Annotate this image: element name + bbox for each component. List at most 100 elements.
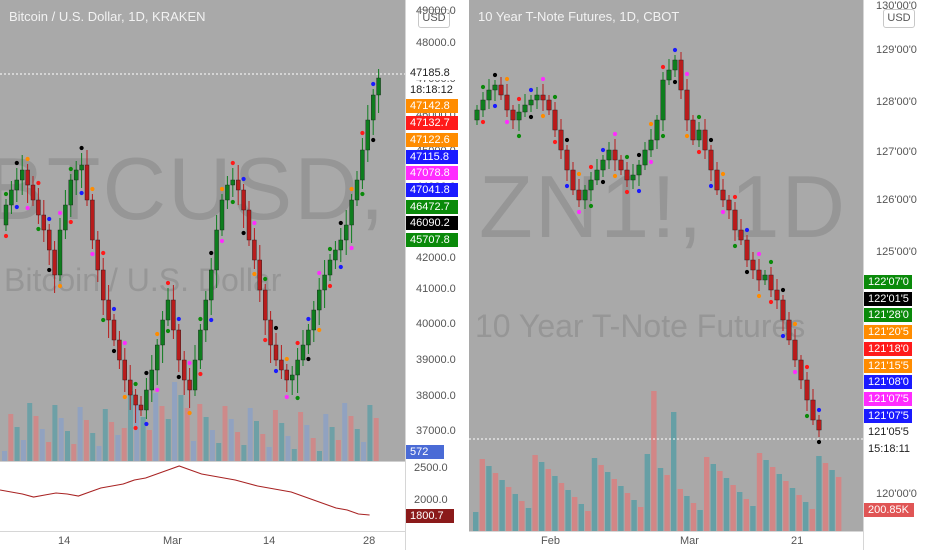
left-signal-dot <box>219 186 225 192</box>
left-price-axis[interactable]: USD 49000.048000.047000.046000.045000.04… <box>405 0 468 550</box>
right-plot-area[interactable]: ZN1!, 1D 10 Year T-Note Futures 10 Year … <box>469 0 863 532</box>
left-candle-body <box>338 239 343 251</box>
left-candle-body <box>349 199 354 226</box>
left-signal-dot <box>252 271 257 277</box>
left-indicator-axis-tick: 2500.0 <box>414 462 448 474</box>
left-candle-body <box>52 249 57 276</box>
right-volume-bar <box>506 487 512 532</box>
left-signal-dot <box>155 331 160 337</box>
right-volume-bar <box>836 477 842 532</box>
right-candle-body <box>810 399 816 421</box>
left-chart-pane[interactable]: BTCUSD, 1D Bitcoin / U.S. Dollar Bitcoin… <box>0 0 468 550</box>
left-volume-bar <box>367 405 373 461</box>
left-signal-dot <box>57 210 63 216</box>
right-volume-bar <box>717 471 723 532</box>
left-signal-dot <box>14 160 19 166</box>
left-price-tag: 47041.8 <box>406 182 458 197</box>
left-candle-body <box>154 344 160 371</box>
right-time-tick: 21 <box>791 535 804 547</box>
left-volume-bar <box>228 419 234 461</box>
right-signal-dot <box>708 183 714 189</box>
right-axis-tick: 120'00'0 <box>876 488 917 500</box>
left-signal-dot <box>165 328 171 334</box>
right-signal-dot <box>792 321 798 327</box>
right-signal-dot <box>732 243 738 249</box>
right-volume-bar <box>638 507 644 532</box>
left-candle-body <box>376 77 381 96</box>
left-candle-body <box>371 94 376 121</box>
right-volume-bar <box>585 511 591 532</box>
right-volume-bar <box>591 458 598 532</box>
right-price-tag: 121'28'0 <box>864 308 912 323</box>
right-candle-body <box>690 119 696 141</box>
left-volume-bar <box>216 443 222 461</box>
left-axis-tick: 37000.0 <box>416 425 456 437</box>
left-time-tick: 28 <box>363 535 376 547</box>
right-price-chart[interactable] <box>469 0 863 532</box>
right-signal-dot <box>816 439 822 445</box>
left-axis-tick: 41000.0 <box>416 283 456 295</box>
right-currency-button[interactable]: USD <box>883 9 915 28</box>
left-candle-body <box>106 299 111 321</box>
left-candle-body <box>279 359 284 371</box>
right-signal-dot <box>516 133 522 139</box>
left-volume-bar <box>247 408 253 461</box>
left-candle-body <box>3 204 9 226</box>
right-volume-bar <box>803 502 809 532</box>
left-volume-bar <box>20 440 26 461</box>
left-candle-body <box>284 369 289 381</box>
right-axis-tick: 127'00'0 <box>876 146 917 158</box>
left-signal-dot <box>47 267 52 273</box>
right-candle-body <box>702 129 708 151</box>
left-signal-dot <box>111 348 117 354</box>
left-candle-body <box>95 239 101 271</box>
left-candle-body <box>25 169 30 186</box>
left-currency-button[interactable]: USD <box>418 9 450 28</box>
left-signal-dot <box>263 337 268 343</box>
left-volume-bar <box>39 429 45 461</box>
right-volume-bar <box>763 460 769 532</box>
left-volume-bar <box>291 449 297 461</box>
right-time-tick: Feb <box>541 535 560 547</box>
right-candle-body <box>480 99 486 111</box>
left-volume-bar <box>335 440 341 461</box>
right-candle-body <box>780 299 786 321</box>
left-candle-body <box>235 179 241 191</box>
left-volume-bar <box>209 430 215 461</box>
left-plot-area[interactable]: BTCUSD, 1D Bitcoin / U.S. Dollar Bitcoin… <box>0 0 405 532</box>
right-signal-dot <box>636 152 642 158</box>
left-candle-body <box>300 344 306 361</box>
left-signal-dot <box>144 370 149 376</box>
right-price-axis[interactable]: USD 130'00'0 129'00'0 128'00'0 127'00'0 126'… <box>863 0 932 550</box>
right-price-tag: 121'05'5 <box>864 425 912 440</box>
left-price-chart[interactable] <box>0 0 405 532</box>
left-volume-bar <box>2 451 7 461</box>
left-time-tick: 14 <box>58 535 71 547</box>
left-signal-dot <box>176 316 181 322</box>
right-volume-bar <box>473 512 479 532</box>
left-indicator-tag: 1800.7 <box>406 509 454 523</box>
left-price-tag: 47142.8 <box>406 99 458 114</box>
left-volume-bar <box>342 403 348 461</box>
right-candle-body <box>612 149 618 161</box>
left-volume-bar <box>96 446 102 461</box>
left-axis-tick: 49000.0 <box>416 5 456 17</box>
right-signal-dot <box>792 369 798 375</box>
left-axis-tick: 40000.0 <box>416 318 456 330</box>
left-pane-separator[interactable] <box>0 461 405 462</box>
right-volume-bar <box>479 459 485 532</box>
left-candle-body <box>47 229 52 251</box>
right-candle-body <box>654 119 660 141</box>
right-signal-dot <box>600 147 606 153</box>
left-volume-bar <box>153 393 159 461</box>
right-volume-bar <box>756 453 763 532</box>
left-volume-bar <box>90 433 96 461</box>
left-time-axis[interactable]: 14 Mar 14 28 <box>0 531 405 550</box>
right-volume-bar <box>737 492 743 532</box>
left-volume-bar <box>241 445 247 461</box>
right-candle-body <box>474 109 480 121</box>
right-chart-pane[interactable]: ZN1!, 1D 10 Year T-Note Futures 10 Year … <box>469 0 932 550</box>
left-signal-dot <box>36 226 41 232</box>
right-time-axis[interactable]: Feb Mar 21 <box>469 531 863 550</box>
